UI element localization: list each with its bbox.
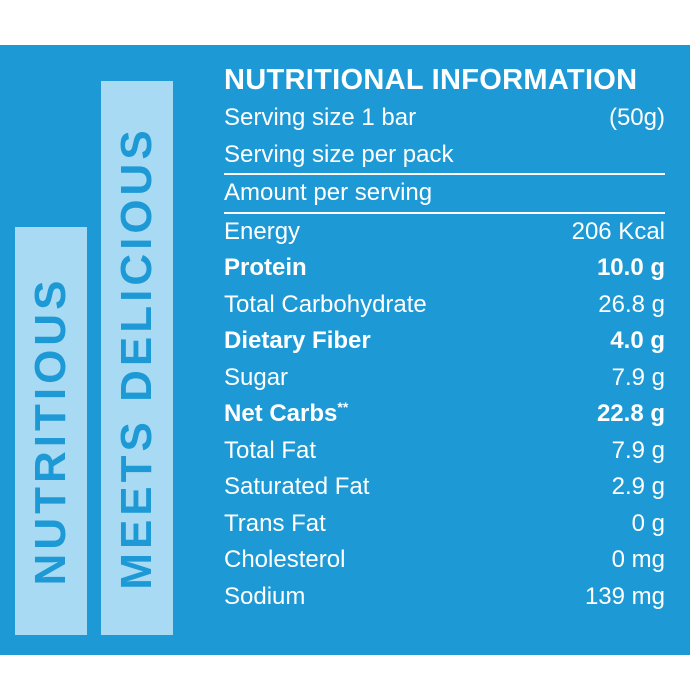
nutrition-facts: NUTRITIONAL INFORMATION Serving size 1 b… <box>224 60 665 615</box>
serving-size-row: Serving size 1 bar (50g) <box>224 100 665 137</box>
nutrient-row: Sugar 7.9 g <box>224 360 665 397</box>
nutrient-rows: Energy 206 Kcal Protein 10.0 g Total Carbohy… <box>224 211 665 616</box>
nutrient-row: Net Carbs** 22.8 g <box>224 396 665 433</box>
nutrient-row: Total Fat 7.9 g <box>224 433 665 470</box>
serving-size-value: (50g) <box>608 104 665 131</box>
amount-per-serving: Amount per serving <box>224 173 665 212</box>
nutrient-label: Protein <box>224 254 307 281</box>
nutrient-value: 22.8 g <box>596 400 665 427</box>
nutrient-label: Total Fat <box>224 436 317 464</box>
nutrient-row: Trans Fat 0 g <box>224 506 665 543</box>
nutrition-title: NUTRITIONAL INFORMATION <box>224 64 638 96</box>
nutritious-label: NUTRITIOUS <box>26 276 75 586</box>
meets-delicious-banner: MEETS DELICIOUS <box>101 81 173 635</box>
nutrient-label: Dietary Fiber <box>224 327 371 354</box>
nutrient-value: 206 Kcal <box>571 217 665 245</box>
nutrient-value: 0 g <box>631 509 665 537</box>
nutrient-row: Sodium 139 mg <box>224 579 665 616</box>
nutrient-value: 10.0 g <box>596 254 665 281</box>
nutrient-value: 7.9 g <box>611 363 665 391</box>
nutrient-value: 7.9 g <box>611 436 665 464</box>
nutrient-value: 26.8 g <box>598 290 665 318</box>
nutrient-row: Saturated Fat 2.9 g <box>224 469 665 506</box>
nutrient-label: Net Carbs** <box>224 399 349 427</box>
nutrition-panel: NUTRITIOUS MEETS DELICIOUS <box>0 45 690 655</box>
nutrient-value: 2.9 g <box>611 473 665 500</box>
nutrient-value: 4.0 g <box>610 327 665 354</box>
nutrient-row: Total Carbohydrate 26.8 g <box>224 287 665 324</box>
nutrient-label: Saturated Fat <box>224 473 370 500</box>
nutrient-footnote-mark: ** <box>337 399 349 415</box>
meets-delicious-label: MEETS DELICIOUS <box>112 126 161 590</box>
nutrient-row: Energy 206 Kcal <box>224 214 665 251</box>
nutrient-row: Cholesterol 0 mg <box>224 542 665 579</box>
nutrient-label: Trans Fat <box>224 509 326 537</box>
nutritious-banner: NUTRITIOUS <box>15 227 87 635</box>
nutrient-row: Dietary Fiber 4.0 g <box>224 323 665 360</box>
nutrient-row: Protein 10.0 g <box>224 250 665 287</box>
nutrient-label: Total Carbohydrate <box>224 290 427 318</box>
serving-size-label: Serving size 1 bar <box>224 104 417 131</box>
nutrient-label: Energy <box>224 217 301 245</box>
nutrient-label: Sugar <box>224 363 289 391</box>
nutrient-label: Cholesterol <box>224 546 346 573</box>
nutrient-label: Sodium <box>224 582 306 610</box>
nutrient-value: 0 mg <box>611 546 665 573</box>
serving-per-pack: Serving size per pack <box>224 140 454 168</box>
nutrient-value: 139 mg <box>584 582 665 610</box>
